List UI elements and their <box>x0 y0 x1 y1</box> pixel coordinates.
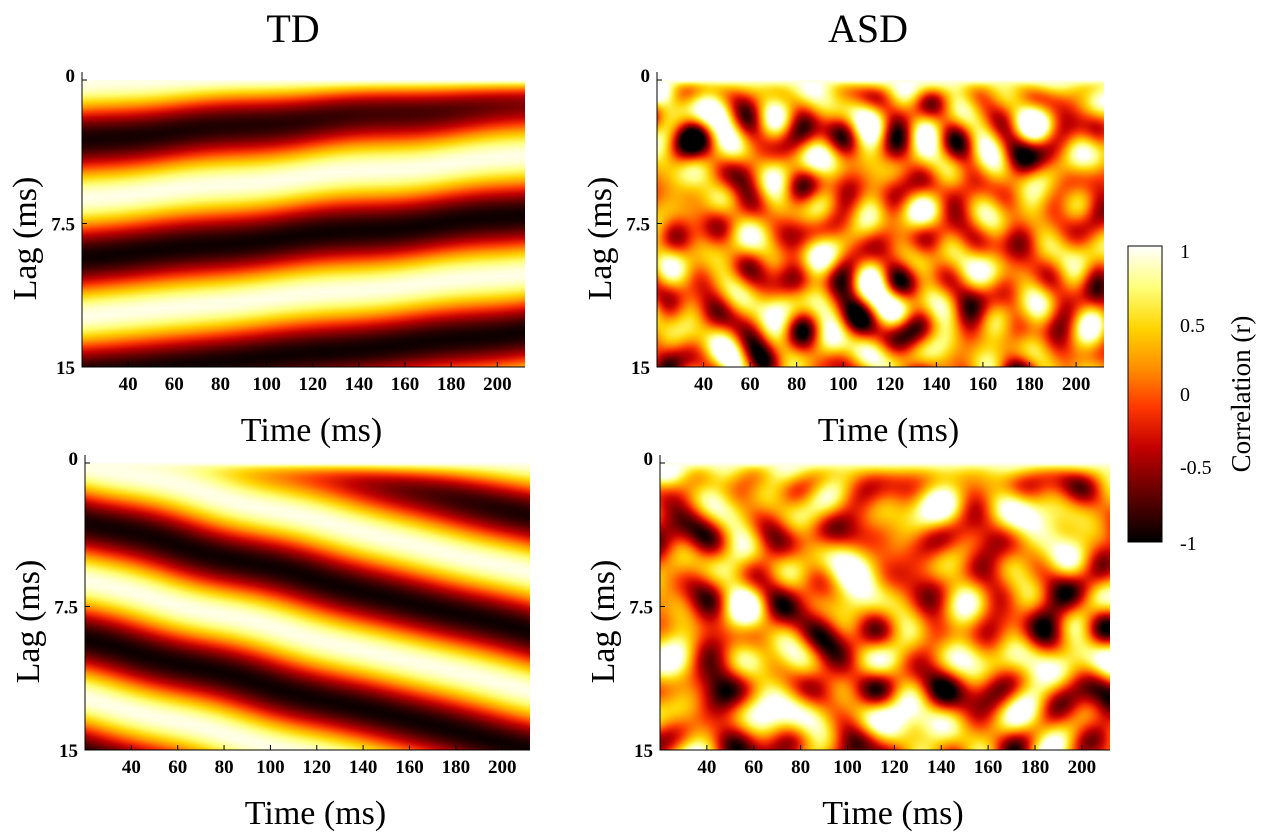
colorbar: 1 0.5 0 -0.5 -1 Correlation (r) <box>1127 241 1256 555</box>
x-tick-label: 40 <box>694 374 713 395</box>
y-axis-title: Lag (ms) <box>585 560 622 684</box>
y-axis-title: Lag (ms) <box>582 177 619 301</box>
y-tick-label: 15 <box>56 358 75 379</box>
y-tick-label: 15 <box>634 741 653 762</box>
x-tick-label: 80 <box>215 757 234 778</box>
heatmap-panel-asd-row-2: 40 60 80 100 120 140 160 180 200 0 7.5 15 Time (ms) L… <box>585 449 1110 832</box>
column-title-asd: ASD <box>828 6 908 51</box>
colorbar-tick-1: 1 <box>1180 241 1190 263</box>
y-tick-label: 0 <box>66 66 76 87</box>
x-axis-title: Time (ms) <box>822 795 963 832</box>
colorbar-label: Correlation (r) <box>1226 316 1256 473</box>
x-tick-label: 80 <box>787 374 806 395</box>
heatmap-panels: 40 60 80 100 120 140 160 180 200 0 7.5 15 Time (ms) L… <box>7 66 1110 832</box>
x-tick-label: 80 <box>211 374 230 395</box>
x-tick-label: 200 <box>488 757 517 778</box>
x-tick-label: 180 <box>442 757 471 778</box>
y-tick-label: 7.5 <box>54 598 78 619</box>
x-tick-label: 160 <box>969 374 998 395</box>
heatmap-panel-asd-row-1: 40 60 80 100 120 140 160 180 200 0 7.5 15 Time (ms) L… <box>582 66 1104 449</box>
x-tick-label: 160 <box>974 757 1003 778</box>
colorbar-tick-0-5: 0.5 <box>1180 315 1205 337</box>
x-tick-label: 140 <box>922 374 951 395</box>
x-tick-label: 120 <box>303 757 332 778</box>
x-tick-label: 100 <box>252 374 281 395</box>
heatmap-image <box>660 463 1110 750</box>
y-axis-title: Lag (ms) <box>10 560 47 684</box>
x-tick-label: 200 <box>483 374 512 395</box>
x-tick-label: 140 <box>349 757 378 778</box>
y-tick-label: 0 <box>69 449 79 470</box>
colorbar-tick-0: 0 <box>1180 384 1190 406</box>
x-tick-label: 80 <box>791 757 810 778</box>
y-tick-label: 7.5 <box>626 215 650 236</box>
x-tick-label: 120 <box>298 374 327 395</box>
y-axis-title: Lag (ms) <box>7 177 44 301</box>
y-tick-label: 15 <box>59 741 78 762</box>
x-tick-label: 120 <box>880 757 909 778</box>
colorbar-tick-neg-1: -1 <box>1180 533 1197 555</box>
x-tick-label: 180 <box>437 374 466 395</box>
y-tick-label: 0 <box>644 449 654 470</box>
x-tick-label: 160 <box>391 374 420 395</box>
x-tick-label: 200 <box>1062 374 1091 395</box>
y-tick-label: 7.5 <box>629 598 653 619</box>
heatmap-image <box>82 80 525 367</box>
x-tick-label: 40 <box>119 374 138 395</box>
x-tick-label: 100 <box>833 757 862 778</box>
colorbar-tick-neg-0-5: -0.5 <box>1180 457 1212 479</box>
heatmap-image <box>85 463 530 750</box>
x-tick-label: 140 <box>345 374 374 395</box>
column-title-td: TD <box>266 6 319 51</box>
x-tick-label: 60 <box>741 374 760 395</box>
x-axis-title: Time (ms) <box>818 412 959 449</box>
x-tick-label: 60 <box>744 757 763 778</box>
x-tick-label: 180 <box>1015 374 1044 395</box>
x-tick-label: 180 <box>1021 757 1050 778</box>
x-tick-label: 200 <box>1068 757 1097 778</box>
x-tick-label: 40 <box>122 757 141 778</box>
x-tick-label: 60 <box>165 374 184 395</box>
x-axis-title: Time (ms) <box>245 795 386 832</box>
x-tick-label: 140 <box>927 757 956 778</box>
heatmap-panel-td-row-1: 40 60 80 100 120 140 160 180 200 0 7.5 15 Time (ms) L… <box>7 66 525 449</box>
x-tick-label: 40 <box>697 757 716 778</box>
y-tick-label: 15 <box>631 358 650 379</box>
y-tick-label: 7.5 <box>51 215 75 236</box>
x-tick-label: 120 <box>876 374 905 395</box>
x-axis-title: Time (ms) <box>241 412 382 449</box>
colorbar-gradient <box>1127 245 1163 543</box>
x-tick-label: 160 <box>395 757 424 778</box>
x-tick-label: 60 <box>168 757 187 778</box>
x-tick-label: 100 <box>829 374 858 395</box>
heatmap-image <box>657 80 1104 367</box>
heatmap-panel-td-row-2: 40 60 80 100 120 140 160 180 200 0 7.5 15 Time (ms) L… <box>10 449 530 832</box>
y-tick-label: 0 <box>641 66 651 87</box>
x-tick-label: 100 <box>256 757 285 778</box>
